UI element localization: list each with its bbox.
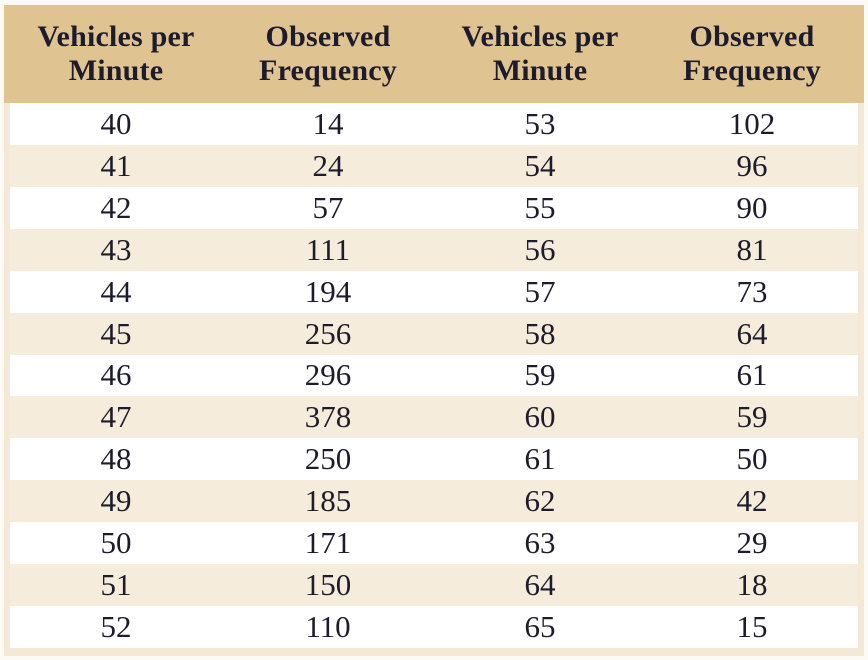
cell-vehicles-per-minute: 50 xyxy=(100,525,132,561)
cell-vehicles-per-minute: 55 xyxy=(524,189,556,225)
cell-vehicles-per-minute: 41 xyxy=(100,147,132,183)
cell-vehicles-per-minute: 57 xyxy=(524,273,556,309)
cell-observed-frequency: 256 xyxy=(304,315,352,351)
table-row: 45 256 58 64 xyxy=(10,312,858,355)
cell-vehicles-per-minute: 47 xyxy=(100,399,132,435)
cell-observed-frequency: 96 xyxy=(736,147,768,183)
table-row: 41 24 54 96 xyxy=(10,144,858,187)
table-row: 46 296 59 61 xyxy=(10,354,858,397)
cell-observed-frequency: 59 xyxy=(736,399,768,435)
cell-vehicles-per-minute: 65 xyxy=(524,609,556,645)
cell-vehicles-per-minute: 53 xyxy=(524,105,556,141)
frequency-table: Vehicles per Minute Observed Frequency V… xyxy=(4,5,864,656)
cell-vehicles-per-minute: 51 xyxy=(100,567,132,603)
cell-observed-frequency: 24 xyxy=(312,147,344,183)
cell-vehicles-per-minute: 62 xyxy=(524,483,556,519)
cell-observed-frequency: 29 xyxy=(736,525,768,561)
cell-vehicles-per-minute: 43 xyxy=(100,231,132,267)
table-body: 40 14 53 102 41 24 54 96 42 57 55 90 43 111 56 81 44 194 5… xyxy=(4,103,864,648)
table-row: 48 250 61 50 xyxy=(10,438,858,481)
cell-observed-frequency: 42 xyxy=(736,483,768,519)
cell-observed-frequency: 18 xyxy=(736,567,768,603)
cell-vehicles-per-minute: 56 xyxy=(524,231,556,267)
cell-vehicles-per-minute: 45 xyxy=(100,315,132,351)
cell-vehicles-per-minute: 42 xyxy=(100,189,132,225)
cell-vehicles-per-minute: 44 xyxy=(100,273,132,309)
cell-observed-frequency: 61 xyxy=(736,357,768,393)
cell-observed-frequency: 57 xyxy=(312,189,344,225)
cell-observed-frequency: 250 xyxy=(304,441,352,477)
cell-observed-frequency: 150 xyxy=(304,567,352,603)
cell-vehicles-per-minute: 61 xyxy=(524,441,556,477)
cell-observed-frequency: 15 xyxy=(736,609,768,645)
cell-observed-frequency: 194 xyxy=(304,273,352,309)
cell-observed-frequency: 110 xyxy=(305,609,351,645)
cell-observed-frequency: 90 xyxy=(736,189,768,225)
table-row: 51 150 64 18 xyxy=(10,564,858,607)
cell-vehicles-per-minute: 64 xyxy=(524,567,556,603)
table-row: 47 378 60 59 xyxy=(10,396,858,439)
header-cell-observed-frequency-left: Observed Frequency xyxy=(259,20,397,87)
cell-vehicles-per-minute: 58 xyxy=(524,315,556,351)
cell-observed-frequency: 111 xyxy=(305,231,351,267)
header-cell-vehicles-per-minute-left: Vehicles per Minute xyxy=(37,20,195,87)
cell-observed-frequency: 378 xyxy=(304,399,352,435)
cell-observed-frequency: 50 xyxy=(736,441,768,477)
table-row: 40 14 53 102 xyxy=(10,103,858,145)
header-cell-observed-frequency-right: Observed Frequency xyxy=(683,20,821,87)
table-row: 44 194 57 73 xyxy=(10,270,858,313)
header-cell-vehicles-per-minute-right: Vehicles per Minute xyxy=(461,20,619,87)
cell-vehicles-per-minute: 48 xyxy=(100,441,132,477)
cell-observed-frequency: 171 xyxy=(304,525,352,561)
cell-vehicles-per-minute: 49 xyxy=(100,483,132,519)
table-header-row: Vehicles per Minute Observed Frequency V… xyxy=(4,5,864,103)
cell-observed-frequency: 14 xyxy=(312,105,344,141)
cell-vehicles-per-minute: 59 xyxy=(524,357,556,393)
cell-vehicles-per-minute: 63 xyxy=(524,525,556,561)
cell-observed-frequency: 64 xyxy=(736,315,768,351)
cell-observed-frequency: 81 xyxy=(736,231,768,267)
table-row: 43 111 56 81 xyxy=(10,228,858,271)
cell-vehicles-per-minute: 52 xyxy=(100,609,132,645)
cell-observed-frequency: 102 xyxy=(728,105,776,141)
cell-vehicles-per-minute: 46 xyxy=(100,357,132,393)
table-row: 52 110 65 15 xyxy=(10,606,858,648)
cell-observed-frequency: 296 xyxy=(304,357,352,393)
table-row: 42 57 55 90 xyxy=(10,186,858,229)
cell-vehicles-per-minute: 54 xyxy=(524,147,556,183)
cell-observed-frequency: 185 xyxy=(304,483,352,519)
table-row: 49 185 62 42 xyxy=(10,480,858,523)
table-row: 50 171 63 29 xyxy=(10,522,858,565)
cell-vehicles-per-minute: 40 xyxy=(100,105,132,141)
cell-vehicles-per-minute: 60 xyxy=(524,399,556,435)
cell-observed-frequency: 73 xyxy=(736,273,768,309)
